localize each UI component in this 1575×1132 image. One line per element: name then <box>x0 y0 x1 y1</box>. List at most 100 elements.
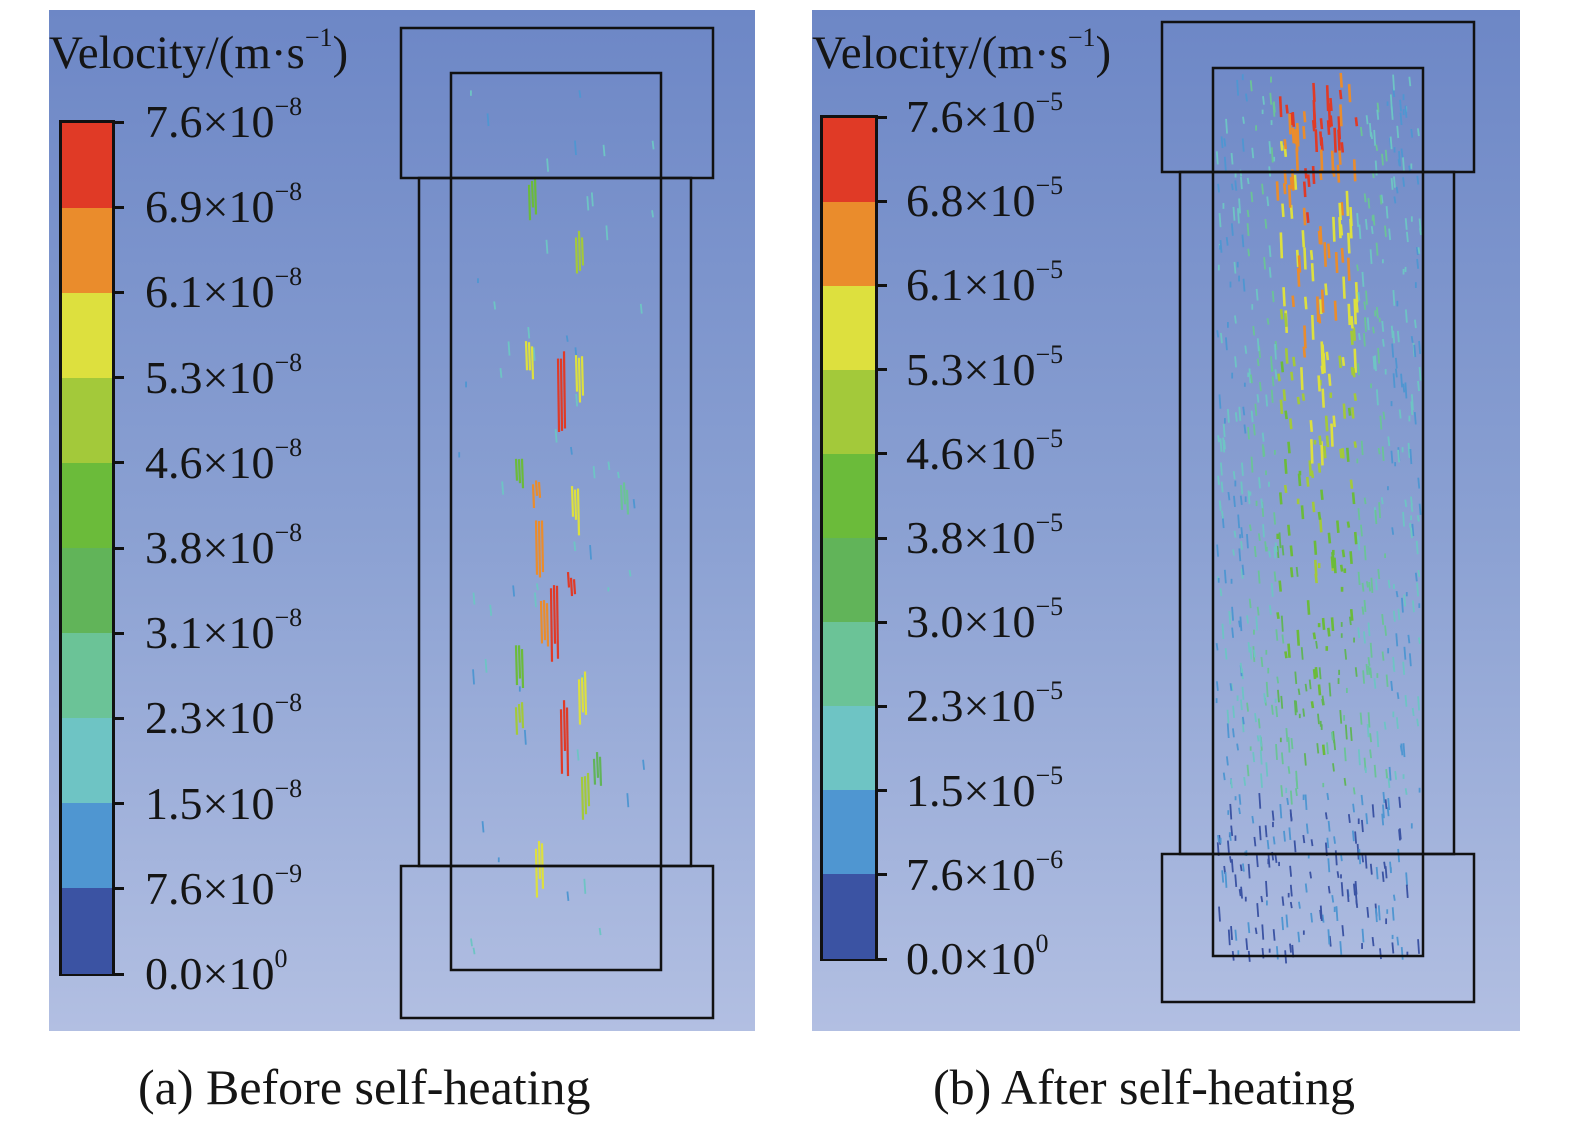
velocity-vector <box>1218 906 1221 922</box>
velocity-vector <box>1297 688 1301 696</box>
bottom-cap-outline <box>399 864 715 1020</box>
velocity-vector <box>1250 374 1253 384</box>
velocity-field-background <box>812 10 1520 1031</box>
velocity-vector <box>1359 712 1363 725</box>
velocity-vector <box>1289 884 1293 897</box>
velocity-vector <box>1339 564 1344 572</box>
velocity-vector <box>1278 492 1283 505</box>
velocity-vector <box>1261 924 1265 940</box>
legend-tick <box>875 452 887 456</box>
velocity-vector <box>1327 373 1332 386</box>
velocity-vector <box>1283 484 1288 494</box>
velocity-vector <box>1294 671 1298 685</box>
velocity-vector <box>1261 183 1264 195</box>
velocity-vector <box>1240 568 1244 579</box>
velocity-vector <box>507 341 511 356</box>
velocity-vector <box>1229 856 1232 863</box>
velocity-vector <box>1282 183 1287 195</box>
velocity-vector <box>1416 582 1419 597</box>
velocity-vector <box>1353 883 1356 896</box>
velocity-vector <box>1310 263 1315 282</box>
velocity-vector <box>527 342 532 371</box>
velocity-vector <box>1224 871 1228 888</box>
velocity-vector <box>1410 496 1413 506</box>
velocity-vector <box>1239 495 1243 505</box>
velocity-vector <box>1319 149 1324 174</box>
legend-tick <box>112 376 124 380</box>
velocity-vector <box>537 521 542 578</box>
velocity-vector <box>1357 749 1361 766</box>
velocity-vector <box>1253 545 1257 558</box>
velocity-vector <box>1365 813 1369 825</box>
velocity-vector <box>1384 625 1387 636</box>
velocity-vector <box>1291 111 1296 127</box>
velocity-vector <box>1246 209 1250 218</box>
velocity-vector <box>1248 598 1252 609</box>
velocity-vector <box>605 225 609 241</box>
velocity-vector <box>1413 344 1417 358</box>
velocity-vector <box>1416 718 1420 727</box>
legend-color-segment <box>823 538 875 623</box>
velocity-vector <box>1367 712 1371 728</box>
legend-tick <box>875 957 887 961</box>
velocity-vector <box>1243 776 1247 786</box>
velocity-vector <box>1296 396 1301 405</box>
velocity-vector <box>1353 298 1357 325</box>
velocity-vector <box>1242 278 1246 292</box>
velocity-vector <box>1363 497 1367 505</box>
velocity-vector <box>1375 242 1379 256</box>
velocity-vector <box>1367 657 1371 666</box>
velocity-vector <box>562 351 567 429</box>
velocity-vector <box>1387 778 1391 788</box>
velocity-vector <box>1349 727 1353 741</box>
velocity-vector <box>1396 692 1400 700</box>
velocity-vector <box>1293 700 1297 716</box>
velocity-vector <box>1400 373 1403 388</box>
velocity-vector <box>1367 665 1371 675</box>
velocity-vector <box>1340 202 1344 216</box>
velocity-vector <box>1402 157 1405 171</box>
velocity-vector <box>1391 527 1395 535</box>
velocity-vector <box>1396 125 1400 139</box>
velocity-vector <box>1380 497 1384 505</box>
velocity-vector <box>1379 948 1382 960</box>
velocity-vector <box>1402 177 1405 187</box>
velocity-vector <box>1263 693 1267 703</box>
velocity-vector <box>1256 735 1260 742</box>
velocity-vector <box>1309 249 1314 261</box>
velocity-vector <box>1360 794 1364 806</box>
velocity-vector <box>1407 442 1411 458</box>
velocity-vector <box>1396 936 1400 946</box>
velocity-vectors-b <box>1215 72 1422 964</box>
legend-color-segment <box>62 803 112 889</box>
velocity-vector <box>1369 667 1373 679</box>
velocity-vector <box>1352 159 1357 182</box>
velocity-vector <box>1251 147 1255 159</box>
velocity-vector <box>1364 218 1368 230</box>
panel-after-self-heating: Velocity/(m·s−1) 7.6×10−5 6.8×10−5 6.1×10−… <box>812 10 1520 1031</box>
velocity-vector <box>1219 239 1223 253</box>
velocity-vector <box>1390 177 1394 190</box>
velocity-vector <box>1356 264 1359 272</box>
velocity-vector <box>1347 407 1352 416</box>
legend-tick-label: 3.8×10−8 <box>145 518 303 573</box>
legend-tick-label: 6.1×10−5 <box>906 255 1064 311</box>
legend-color-segment <box>823 454 875 539</box>
legend-tick <box>112 205 124 209</box>
velocity-vector <box>1289 790 1293 805</box>
velocity-vector <box>1287 737 1291 753</box>
velocity-vector <box>566 891 570 901</box>
velocity-vector <box>1247 248 1251 257</box>
velocity-vector <box>1315 640 1318 649</box>
velocity-vector <box>1358 224 1362 239</box>
velocity-vector <box>1339 941 1343 955</box>
velocity-vector <box>1230 223 1234 236</box>
velocity-vector <box>1331 551 1335 561</box>
velocity-vector <box>1255 855 1259 868</box>
velocity-vector <box>1375 579 1378 591</box>
velocity-vector <box>1403 594 1407 607</box>
velocity-vector <box>1218 212 1222 228</box>
velocity-vector <box>1366 906 1370 918</box>
velocity-vector <box>1272 929 1276 941</box>
legend-tick <box>112 120 124 124</box>
